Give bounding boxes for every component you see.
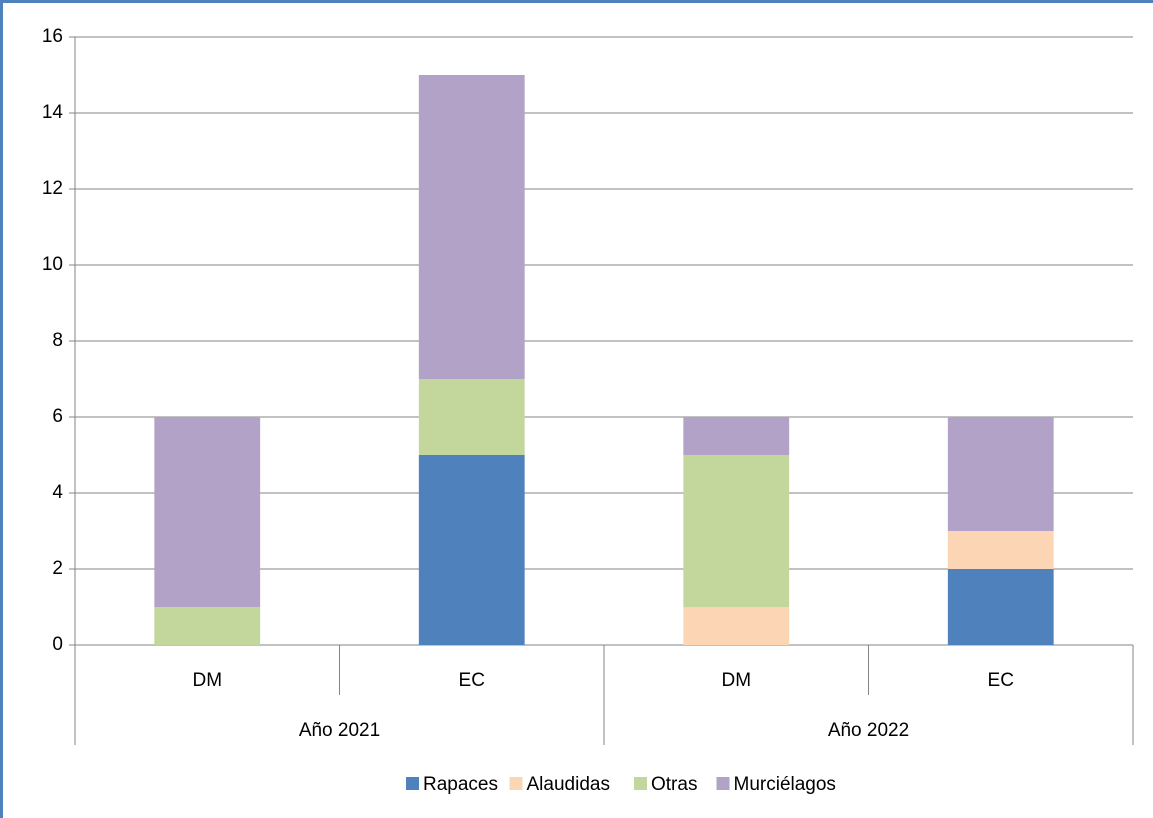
y-tick-label: 2 xyxy=(52,558,63,579)
bar-segment xyxy=(683,607,790,645)
y-tick-label: 16 xyxy=(42,26,63,47)
legend-label: Alaudidas xyxy=(527,774,610,795)
y-tick-label: 6 xyxy=(52,406,63,427)
bar-segment xyxy=(418,379,525,455)
x-tick-label: DM xyxy=(721,670,751,691)
bar-segment xyxy=(947,531,1054,569)
bar-segment xyxy=(683,455,790,607)
legend-label: Otras xyxy=(651,774,697,795)
legend-swatch xyxy=(406,777,419,790)
x-tick-label: EC xyxy=(988,670,1014,691)
group-label: Año 2022 xyxy=(828,720,909,741)
bar-segment xyxy=(154,417,261,607)
y-tick-label: 4 xyxy=(52,482,63,503)
legend-swatch xyxy=(716,777,730,790)
bar-segment xyxy=(683,417,790,455)
bar-segment xyxy=(154,607,261,645)
bar-segment xyxy=(947,417,1054,531)
legend-swatch xyxy=(509,777,523,790)
legend-label: Murciélagos xyxy=(734,774,836,795)
bar-segment xyxy=(418,455,525,645)
legend-swatch xyxy=(634,777,647,790)
y-tick-label: 0 xyxy=(52,634,63,655)
y-tick-label: 10 xyxy=(42,254,63,275)
x-tick-label: EC xyxy=(459,670,485,691)
x-tick-label: DM xyxy=(192,670,222,691)
bar-segment xyxy=(947,569,1054,645)
bar-segment xyxy=(418,75,525,379)
y-tick-label: 8 xyxy=(52,330,63,351)
group-label: Año 2021 xyxy=(299,720,380,741)
legend-label: Rapaces xyxy=(423,774,498,795)
y-tick-label: 12 xyxy=(42,178,63,199)
y-tick-label: 14 xyxy=(42,102,64,123)
